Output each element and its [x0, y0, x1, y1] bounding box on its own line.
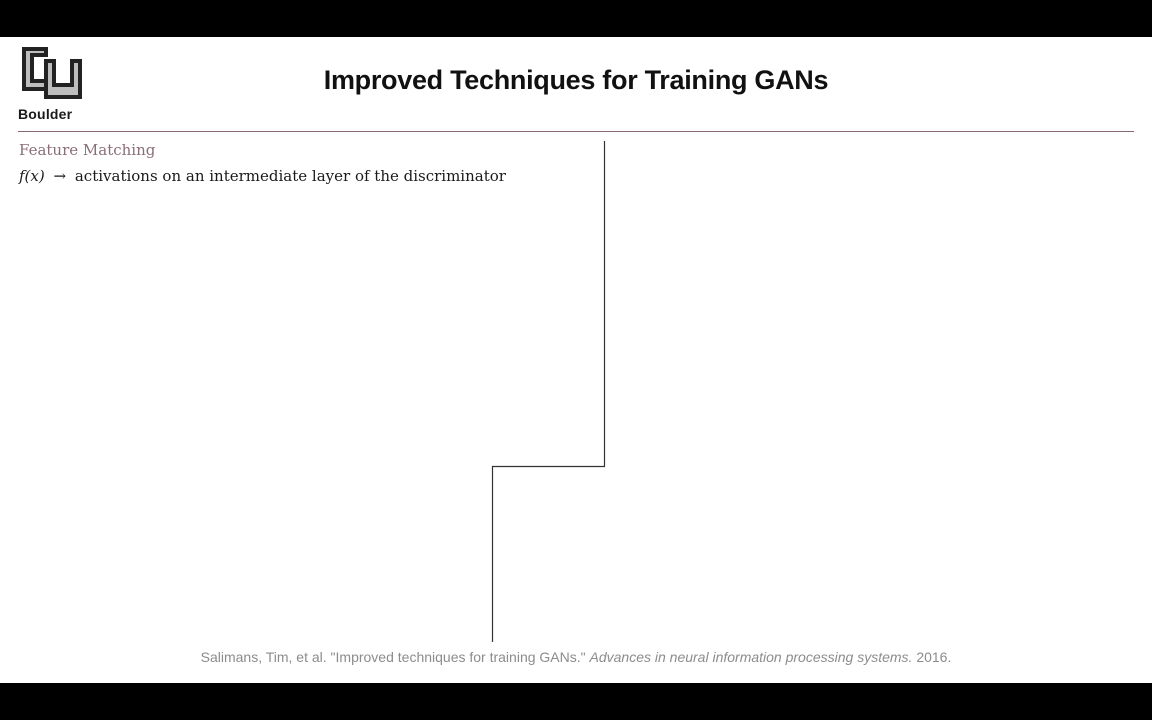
annotation-stroke — [491, 141, 606, 642]
citation-venue: Advances in neural information processin… — [589, 649, 913, 665]
section-heading: Feature Matching — [19, 141, 156, 159]
slide: Boulder Improved Techniques for Training… — [0, 37, 1152, 683]
logo-text: Boulder — [18, 106, 73, 122]
formula-math: f(x) — [19, 167, 45, 185]
citation-paper-title: "Improved techniques for training GANs." — [330, 649, 586, 665]
citation-year: 2016. — [916, 649, 952, 665]
cu-boulder-logo-icon — [18, 43, 84, 105]
slide-title: Improved Techniques for Training GANs — [323, 65, 829, 95]
title-rule — [18, 131, 1134, 132]
citation: Salimans, Tim, et al. "Improved techniqu… — [0, 649, 1152, 665]
formula-text: activations on an intermediate layer of … — [74, 167, 506, 185]
right-arrow-icon: → — [53, 167, 67, 185]
formula-line: f(x) → activations on an intermediate la… — [19, 167, 506, 185]
citation-authors: Salimans, Tim, et al. — [200, 649, 327, 665]
logo: Boulder — [18, 43, 84, 123]
